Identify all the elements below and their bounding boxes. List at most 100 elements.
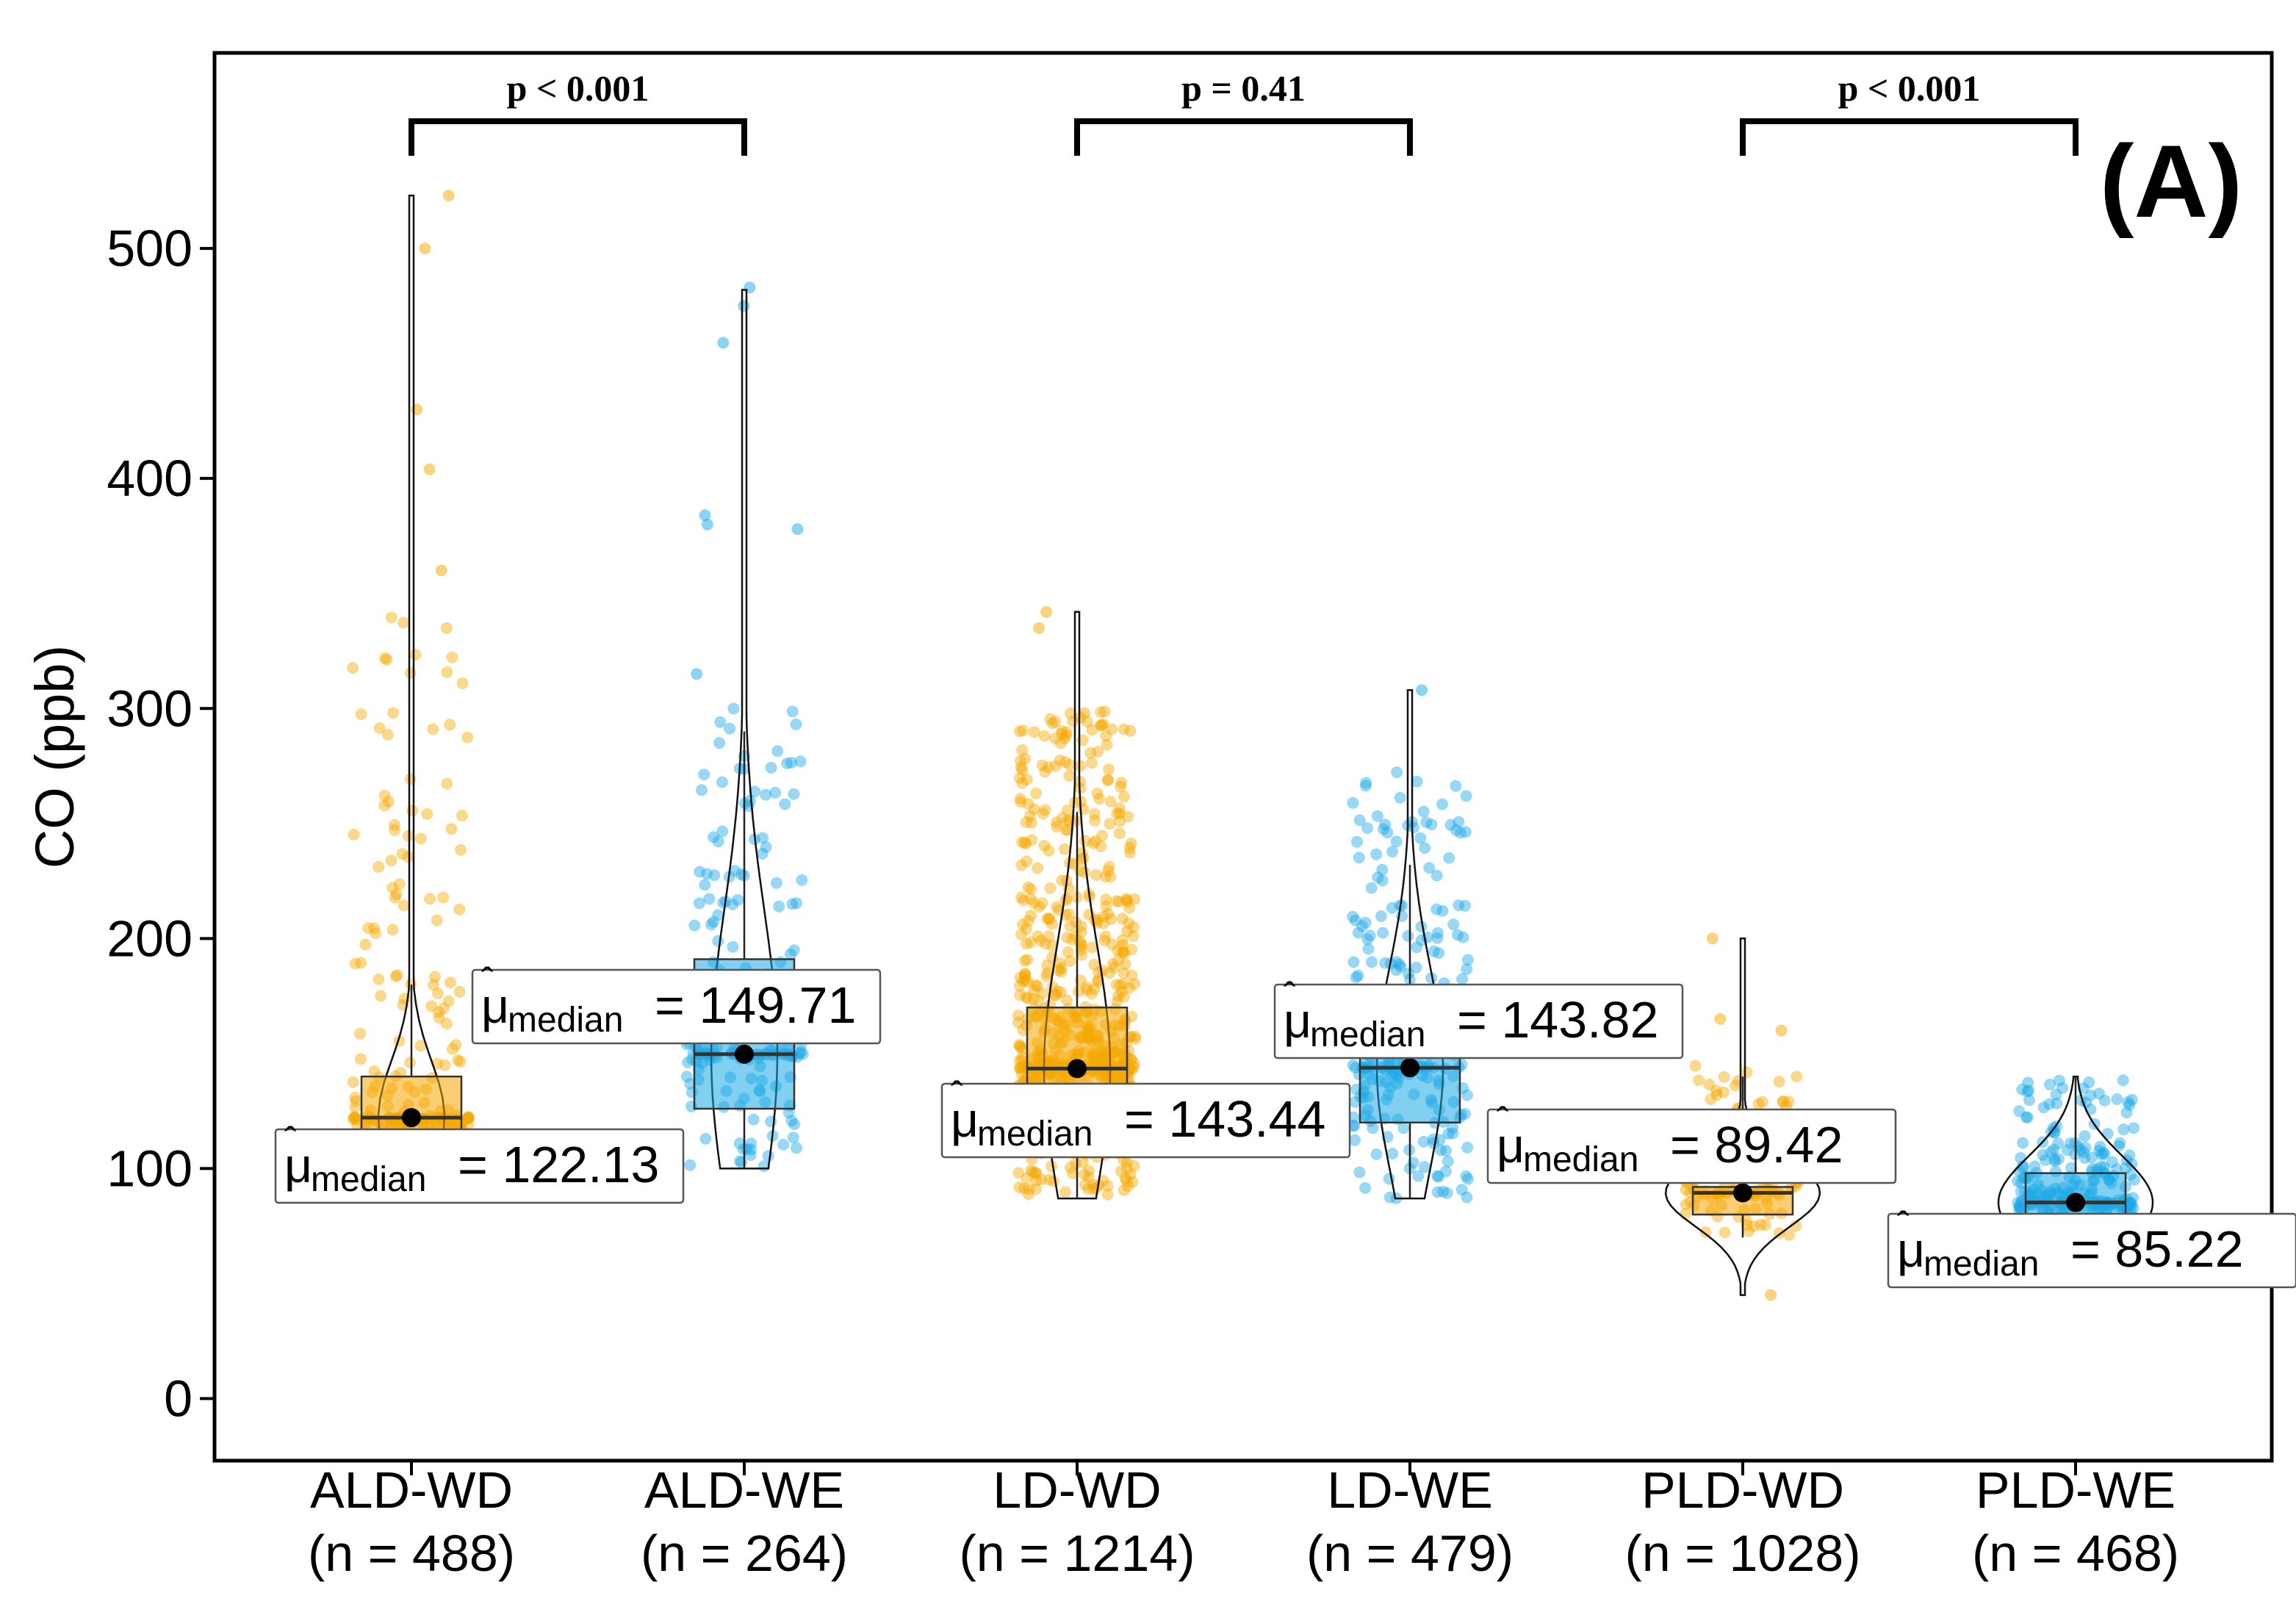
data-point <box>1434 1144 1447 1156</box>
data-point <box>1440 1145 1452 1157</box>
data-point <box>1461 1191 1473 1204</box>
data-point <box>1039 804 1051 816</box>
data-point <box>1126 1010 1138 1023</box>
data-point <box>1041 959 1054 971</box>
data-point <box>1070 916 1082 929</box>
data-point <box>1118 967 1130 979</box>
data-point <box>2053 1074 2065 1087</box>
data-point <box>1013 1062 1026 1074</box>
data-point <box>1455 1184 1468 1196</box>
data-point <box>1098 935 1111 946</box>
data-point <box>1031 1174 1043 1187</box>
data-point <box>397 899 410 912</box>
data-point <box>1447 1127 1459 1140</box>
data-point <box>2037 1101 2050 1114</box>
outlier-point <box>738 300 750 312</box>
data-point <box>1061 994 1073 1007</box>
data-point <box>1462 1173 1475 1185</box>
data-point <box>378 799 391 812</box>
data-point <box>1101 1188 1114 1201</box>
data-point <box>1014 1062 1026 1075</box>
data-point <box>2117 1074 2129 1087</box>
p-value-label: p < 0.001 <box>507 68 649 109</box>
data-point <box>1044 713 1057 725</box>
data-point <box>1118 946 1130 958</box>
data-point <box>2015 1177 2027 1189</box>
data-point <box>1123 982 1136 994</box>
data-point <box>1022 798 1034 810</box>
data-point <box>1016 744 1029 756</box>
data-point <box>2013 1105 2026 1118</box>
data-point <box>788 1118 801 1131</box>
data-point <box>2074 1144 2087 1156</box>
data-point <box>694 866 706 878</box>
data-point <box>1092 746 1104 758</box>
data-point <box>1386 1148 1399 1160</box>
data-point <box>1014 1040 1026 1053</box>
data-point <box>787 1132 799 1144</box>
data-point <box>1370 848 1383 860</box>
data-point <box>462 1111 475 1123</box>
data-point <box>1391 766 1403 779</box>
data-point <box>1461 1141 1474 1154</box>
x-tick-label: LD-WE <box>1327 1461 1493 1519</box>
data-point <box>2048 1143 2059 1156</box>
data-point <box>1072 985 1084 998</box>
data-point <box>716 776 728 788</box>
data-point <box>1052 964 1065 976</box>
data-point <box>1120 893 1133 905</box>
data-point <box>461 731 474 744</box>
data-point <box>1064 954 1076 967</box>
data-point <box>1095 841 1107 852</box>
outlier-point <box>435 564 447 577</box>
data-point <box>2015 1195 2028 1207</box>
data-point <box>1021 773 1033 785</box>
data-point <box>1394 791 1406 804</box>
y-axis-label: CO (ppb) <box>24 645 85 868</box>
outlier-point <box>701 518 713 530</box>
data-point <box>397 616 410 629</box>
data-point <box>1061 932 1073 944</box>
data-point <box>347 1076 359 1088</box>
median-value: = 89.42 <box>1670 1116 1843 1173</box>
data-point <box>404 1057 417 1069</box>
data-point <box>406 805 419 817</box>
outlier-point <box>1040 605 1053 618</box>
data-point <box>1710 1084 1722 1097</box>
data-point <box>1124 846 1136 859</box>
data-point <box>1083 1171 1095 1184</box>
data-point <box>782 1107 795 1119</box>
data-point <box>1015 796 1027 808</box>
median-label-box <box>1486 1108 1897 1184</box>
data-point <box>2126 1198 2138 1211</box>
data-point <box>1782 1095 1795 1108</box>
data-point <box>355 708 367 720</box>
data-point <box>757 832 769 844</box>
data-point <box>1075 920 1087 932</box>
data-point <box>1359 780 1372 792</box>
data-point <box>2079 1130 2091 1143</box>
data-point <box>1080 981 1093 993</box>
data-point <box>1364 929 1376 942</box>
data-point <box>1129 1030 1141 1043</box>
data-point <box>1085 987 1098 1000</box>
data-point <box>1099 930 1112 943</box>
data-point <box>1015 891 1028 904</box>
data-point <box>425 1000 438 1012</box>
violin-ald-we <box>710 289 779 1170</box>
data-point <box>737 1143 749 1155</box>
data-point <box>1075 940 1087 952</box>
data-point <box>349 1091 361 1104</box>
panel-label: (A) <box>2100 123 2242 239</box>
outlier-point <box>442 190 455 202</box>
data-point <box>2021 1111 2034 1123</box>
data-point <box>1078 1168 1090 1181</box>
data-point <box>381 729 394 741</box>
data-point <box>1408 821 1420 834</box>
data-point <box>1097 917 1109 929</box>
data-point <box>1699 1226 1712 1238</box>
data-point <box>1431 1186 1444 1198</box>
data-point <box>456 810 468 822</box>
data-point <box>1054 957 1066 970</box>
data-point <box>1121 1162 1134 1175</box>
